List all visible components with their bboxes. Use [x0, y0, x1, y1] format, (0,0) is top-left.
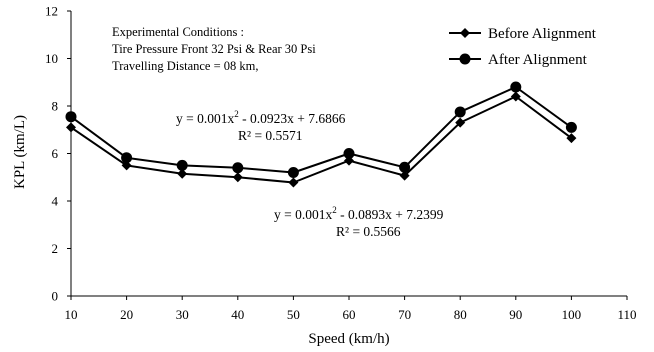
before-equation-text: y = 0.001x2 - 0.0893x + 7.2399	[274, 205, 444, 222]
after-alignment-point	[565, 121, 577, 133]
y-tick-label: 6	[52, 146, 59, 161]
after-equation-exponent: 2	[234, 109, 239, 119]
after-alignment-point	[287, 167, 299, 178]
after-equation-text: y = 0.001x2 - 0.0923x + 7.6866	[176, 109, 346, 126]
before-alignment-point	[232, 172, 243, 183]
before-alignment-equation: y = 0.001x2 - 0.0893x + 7.2399 R² = 0.55…	[274, 205, 444, 239]
legend: Before Alignment After Alignment	[449, 26, 597, 68]
conditions-line-1: Experimental Conditions :	[112, 25, 244, 39]
after-alignment-point	[454, 106, 466, 118]
y-axis-title: KPL (km/L)	[12, 115, 28, 189]
x-tick-label: 110	[617, 307, 636, 322]
after-alignment-point	[399, 161, 411, 173]
after-r-squared: R² = 0.5571	[238, 128, 303, 143]
legend-before-marker	[460, 28, 470, 38]
y-tick-label: 8	[52, 99, 59, 114]
before-r-squared-value: = 0.5566	[349, 224, 401, 239]
x-tick-label: 100	[562, 307, 582, 322]
x-tick-label: 50	[287, 307, 300, 322]
legend-after-marker	[459, 53, 471, 65]
y-tick-label: 12	[45, 4, 58, 19]
y-tick-label: 0	[52, 289, 59, 304]
before-alignment-point	[177, 168, 188, 179]
before-alignment-point	[566, 133, 577, 144]
before-alignment-point	[510, 91, 521, 102]
after-alignment-point	[510, 81, 522, 93]
before-equation-suffix: - 0.0893x + 7.2399	[337, 207, 444, 222]
y-tick-label: 4	[52, 194, 59, 209]
conditions-line-3: Travelling Distance = 08 km,	[112, 59, 259, 73]
y-tick-label: 10	[45, 51, 58, 66]
before-alignment-point	[399, 170, 410, 181]
after-equation-suffix: - 0.0923x + 7.6866	[239, 111, 346, 126]
x-tick-label: 70	[398, 307, 411, 322]
after-alignment-point	[121, 152, 133, 164]
before-alignment-point	[66, 122, 76, 133]
x-tick-label: 30	[176, 307, 189, 322]
before-r-squared: R² = 0.5566	[336, 224, 401, 239]
conditions-line-2: Tire Pressure Front 32 Psi & Rear 30 Psi	[112, 42, 316, 56]
after-alignment-point	[176, 159, 188, 171]
after-alignment-point	[232, 162, 244, 174]
before-alignment-line	[70, 95, 572, 184]
after-alignment-point	[65, 111, 77, 123]
after-r-squared-label: R²	[238, 128, 251, 143]
x-tick-label: 80	[454, 307, 467, 322]
before-alignment-point	[121, 160, 132, 171]
x-tick-label: 20	[120, 307, 133, 322]
before-r-squared-label: R²	[336, 224, 349, 239]
before-equation-exponent: 2	[332, 205, 337, 215]
y-tick-label: 2	[52, 241, 59, 256]
x-axis-title: Speed (km/h)	[308, 331, 389, 347]
after-alignment-point	[343, 148, 355, 159]
axis-ticks: 10 20 30 40 50 60 70 80 90 100 110 0 2 4 6 8 10 12	[45, 4, 637, 323]
after-alignment-series	[65, 81, 577, 178]
before-equation-prefix: y = 0.001x	[274, 207, 332, 222]
before-alignment-series	[66, 91, 577, 188]
data-series	[65, 81, 577, 188]
after-alignment-equation: y = 0.001x2 - 0.0923x + 7.6866 R² = 0.55…	[176, 109, 346, 143]
before-alignment-point	[455, 117, 466, 128]
after-r-squared-value: = 0.5571	[251, 128, 303, 143]
x-tick-label: 60	[343, 307, 356, 322]
before-alignment-point	[288, 177, 299, 188]
legend-before-label: Before Alignment	[488, 26, 597, 42]
after-equation-prefix: y = 0.001x	[176, 111, 234, 126]
legend-after-label: After Alignment	[488, 52, 588, 68]
x-tick-label: 40	[231, 307, 244, 322]
after-alignment-line	[70, 86, 572, 174]
x-tick-label: 10	[65, 307, 78, 322]
x-tick-label: 90	[509, 307, 522, 322]
conditions-note: Experimental Conditions : Tire Pressure …	[112, 25, 316, 73]
